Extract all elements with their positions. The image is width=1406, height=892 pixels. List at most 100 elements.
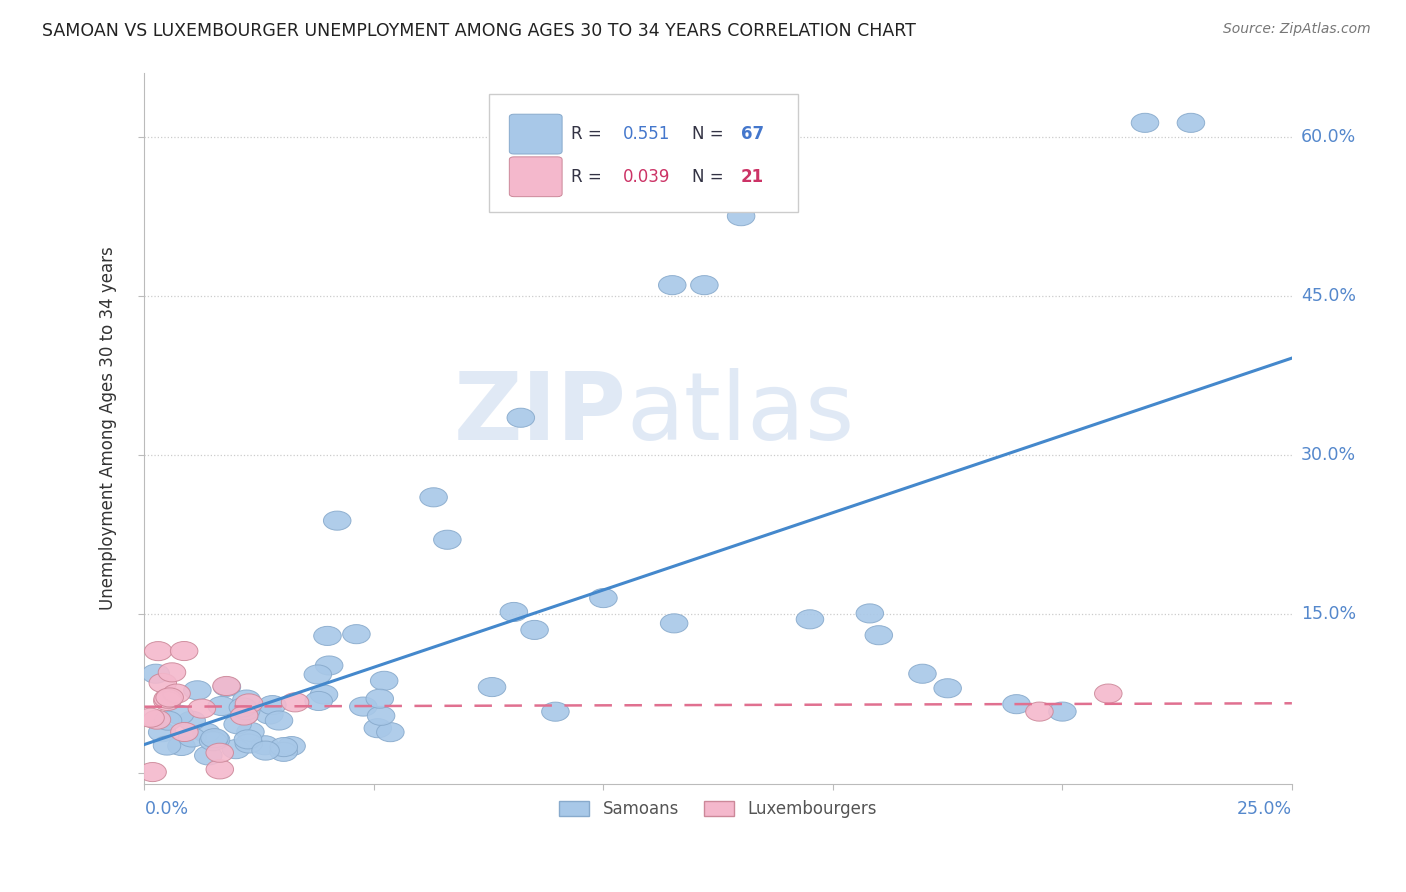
Ellipse shape	[370, 672, 398, 690]
Ellipse shape	[170, 641, 198, 661]
Text: R =: R =	[571, 125, 602, 143]
Ellipse shape	[232, 705, 259, 723]
Text: 67: 67	[741, 125, 765, 143]
Ellipse shape	[315, 656, 343, 675]
Ellipse shape	[311, 685, 337, 704]
Ellipse shape	[420, 488, 447, 507]
Ellipse shape	[184, 681, 211, 700]
Ellipse shape	[222, 739, 250, 759]
Ellipse shape	[229, 698, 256, 717]
Ellipse shape	[364, 719, 391, 738]
Ellipse shape	[207, 760, 233, 779]
Text: atlas: atlas	[626, 368, 855, 460]
Ellipse shape	[658, 276, 686, 294]
Text: 0.0%: 0.0%	[145, 799, 188, 818]
Ellipse shape	[314, 626, 342, 646]
Text: ZIP: ZIP	[454, 368, 626, 460]
Ellipse shape	[153, 736, 181, 756]
Ellipse shape	[200, 731, 226, 751]
Ellipse shape	[236, 723, 264, 741]
Ellipse shape	[366, 690, 394, 708]
Ellipse shape	[350, 697, 377, 716]
Ellipse shape	[256, 705, 283, 724]
FancyBboxPatch shape	[509, 114, 562, 154]
Text: R =: R =	[571, 168, 602, 186]
Ellipse shape	[136, 708, 165, 727]
Ellipse shape	[205, 743, 233, 763]
Ellipse shape	[159, 663, 186, 681]
Ellipse shape	[235, 734, 263, 753]
Ellipse shape	[934, 679, 962, 698]
Ellipse shape	[259, 696, 287, 714]
Text: 15.0%: 15.0%	[1301, 605, 1357, 623]
Ellipse shape	[179, 711, 205, 731]
Text: N =: N =	[692, 168, 724, 186]
Ellipse shape	[1002, 695, 1031, 714]
Ellipse shape	[232, 701, 260, 720]
Ellipse shape	[690, 276, 718, 294]
Legend: Samoans, Luxembourgers: Samoans, Luxembourgers	[553, 794, 883, 825]
Ellipse shape	[304, 665, 332, 684]
Ellipse shape	[589, 589, 617, 607]
Ellipse shape	[1025, 702, 1053, 721]
Ellipse shape	[233, 690, 260, 709]
FancyBboxPatch shape	[489, 95, 799, 211]
Ellipse shape	[235, 694, 263, 713]
Ellipse shape	[252, 741, 280, 760]
Ellipse shape	[266, 711, 292, 730]
Text: SAMOAN VS LUXEMBOURGER UNEMPLOYMENT AMONG AGES 30 TO 34 YEARS CORRELATION CHART: SAMOAN VS LUXEMBOURGER UNEMPLOYMENT AMON…	[42, 22, 917, 40]
Ellipse shape	[727, 207, 755, 226]
Ellipse shape	[194, 746, 222, 765]
Ellipse shape	[188, 699, 215, 718]
Ellipse shape	[139, 763, 166, 781]
FancyBboxPatch shape	[509, 157, 562, 196]
Ellipse shape	[202, 730, 229, 749]
Ellipse shape	[170, 723, 198, 741]
Ellipse shape	[224, 714, 252, 734]
Ellipse shape	[235, 730, 262, 749]
Ellipse shape	[323, 511, 352, 530]
Ellipse shape	[145, 641, 172, 661]
Ellipse shape	[208, 697, 235, 715]
Ellipse shape	[167, 737, 195, 756]
Ellipse shape	[501, 602, 527, 622]
Ellipse shape	[796, 610, 824, 629]
Ellipse shape	[1049, 702, 1076, 721]
Ellipse shape	[179, 728, 205, 747]
Text: Source: ZipAtlas.com: Source: ZipAtlas.com	[1223, 22, 1371, 37]
Ellipse shape	[143, 710, 170, 729]
Ellipse shape	[541, 702, 569, 722]
Text: 60.0%: 60.0%	[1301, 128, 1357, 145]
Ellipse shape	[212, 676, 240, 696]
Text: 0.551: 0.551	[623, 125, 671, 143]
Ellipse shape	[153, 691, 181, 711]
Ellipse shape	[1132, 113, 1159, 132]
Ellipse shape	[433, 530, 461, 549]
Ellipse shape	[231, 706, 257, 725]
Ellipse shape	[377, 723, 404, 742]
Ellipse shape	[270, 738, 298, 756]
Text: 0.039: 0.039	[623, 168, 671, 186]
Ellipse shape	[305, 691, 332, 711]
Ellipse shape	[163, 684, 190, 703]
Ellipse shape	[201, 729, 228, 747]
Ellipse shape	[856, 604, 883, 623]
Ellipse shape	[252, 736, 278, 755]
Text: 21: 21	[741, 168, 765, 186]
Ellipse shape	[508, 409, 534, 427]
Ellipse shape	[149, 723, 176, 742]
Y-axis label: Unemployment Among Ages 30 to 34 years: Unemployment Among Ages 30 to 34 years	[100, 246, 117, 610]
Text: 25.0%: 25.0%	[1237, 799, 1292, 818]
Ellipse shape	[661, 614, 688, 633]
Ellipse shape	[193, 723, 221, 742]
Text: N =: N =	[692, 125, 724, 143]
Text: 30.0%: 30.0%	[1301, 446, 1357, 464]
Ellipse shape	[270, 742, 298, 762]
Ellipse shape	[153, 690, 181, 708]
Ellipse shape	[908, 665, 936, 683]
Ellipse shape	[155, 711, 181, 731]
Ellipse shape	[478, 678, 506, 697]
Ellipse shape	[156, 688, 183, 707]
Ellipse shape	[343, 624, 370, 644]
Ellipse shape	[214, 677, 240, 697]
